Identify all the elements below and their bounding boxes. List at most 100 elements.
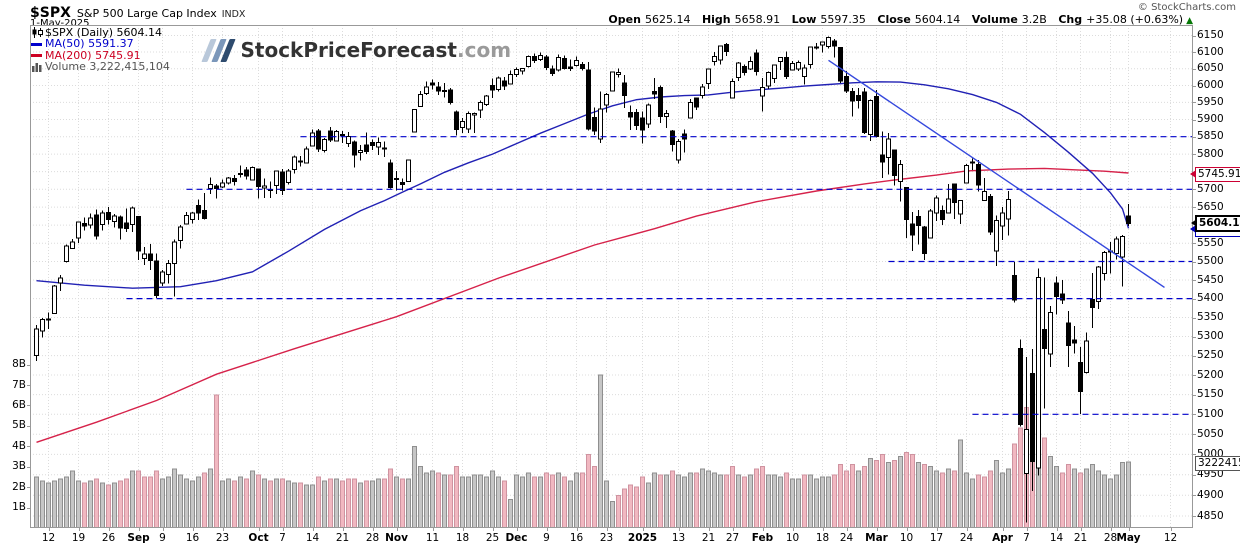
date-tick [432, 528, 434, 531]
low-label: Low [791, 13, 817, 26]
price-tick-label: 6150 [1197, 29, 1224, 41]
watermark: StockPriceForecast .com [201, 36, 512, 64]
date-tick-label: 27 [725, 532, 740, 544]
date-tick-label: 23 [215, 532, 230, 544]
price-tick [1193, 414, 1196, 416]
chg-up-icon: ▲ [1186, 16, 1193, 26]
date-tick [1026, 528, 1028, 531]
volume-tick [27, 385, 30, 386]
date-tick-label: Feb [751, 532, 774, 544]
date-tick-label: 16 [185, 532, 200, 544]
date-tick-label: May [1116, 532, 1141, 544]
date-tick [492, 528, 494, 531]
open-label: Open [608, 13, 641, 26]
low-value: 5597.35 [820, 13, 866, 26]
price-tick [1193, 474, 1196, 476]
volume-value: 3.2B [1021, 13, 1047, 26]
date-tick [162, 528, 164, 531]
price-tick-label: 5350 [1197, 311, 1224, 323]
ma200-price-tag: 5745.91 [1189, 166, 1240, 182]
legend-ma50-row: MA(50) 5591.37 [31, 38, 170, 50]
date-tick [192, 528, 194, 531]
copyright: © StockCharts.com [1137, 2, 1236, 13]
legend-symbol-text: $SPX (Daily) 5604.14 [45, 26, 163, 39]
date-tick [792, 528, 794, 531]
legend-ma200-text: MA(200) 5745.91 [45, 48, 141, 62]
price-tick-label: 5500 [1197, 255, 1224, 267]
date-tick [762, 528, 764, 531]
date-tick [732, 528, 734, 531]
price-tick [1193, 35, 1196, 37]
date-tick [1002, 528, 1004, 531]
index-name: S&P 500 Large Cap Index [76, 7, 217, 20]
date-tick-label: 28 [1103, 532, 1118, 544]
ma50-line-icon [31, 42, 45, 46]
watermark-suffix: .com [457, 38, 512, 62]
volume-label: Volume [971, 13, 1018, 26]
volume-tick [27, 507, 30, 509]
price-tick [1193, 434, 1196, 436]
date-tick-label: 26 [101, 532, 116, 544]
legend-volume-text: Volume 3,222,415,104 [45, 60, 170, 74]
volume-tick [27, 487, 30, 489]
date-tick [642, 528, 644, 531]
price-tick-label: 4850 [1197, 509, 1224, 522]
volume-tick-label: 7B [12, 378, 26, 391]
price-tick [1193, 261, 1196, 263]
date-tick [1128, 528, 1130, 531]
price-tick-label: 5400 [1197, 292, 1224, 305]
date-tick-label: 18 [815, 532, 830, 544]
price-tick-label: 5450 [1197, 273, 1224, 286]
date-tick [708, 528, 710, 531]
close-label: Close [877, 13, 911, 26]
date-tick [282, 528, 284, 531]
chart-date: 1-May-2025 [30, 18, 90, 29]
price-tick [1193, 375, 1196, 376]
date-tick-label: 9 [543, 532, 550, 544]
date-tick [876, 528, 878, 531]
price-tick [1193, 52, 1196, 53]
price-tick [1193, 207, 1196, 209]
date-tick-label: 13 [671, 532, 686, 544]
date-tick [1110, 528, 1112, 531]
date-tick [906, 528, 908, 531]
legend-symbol-row: $SPX (Daily) 5604.14 [31, 27, 170, 38]
date-tick-label: 14 [1049, 532, 1064, 544]
date-tick [222, 528, 224, 531]
date-tick [78, 528, 80, 531]
volume-tick [27, 466, 30, 468]
price-tick-label: 4900 [1197, 488, 1224, 501]
date-tick-label: 21 [701, 532, 716, 544]
price-tick [1193, 394, 1196, 396]
date-tick [516, 528, 518, 531]
date-tick [576, 528, 578, 531]
date-tick [48, 528, 50, 531]
chg-label: Chg [1058, 13, 1083, 26]
volume-tick-label: 5B [12, 419, 26, 432]
volume-bars-icon [31, 62, 45, 72]
date-tick [966, 528, 968, 531]
date-tick [396, 528, 398, 531]
volume-tick-label: 3B [12, 460, 26, 473]
price-tick-label: 5650 [1197, 200, 1224, 213]
date-tick [462, 528, 464, 531]
price-tick-label: 5800 [1197, 147, 1224, 160]
date-tick-label: 28 [365, 532, 380, 544]
volume-tick-label: 6B [12, 398, 26, 411]
date-tick-label: Sep [127, 532, 150, 544]
price-tick [1193, 280, 1196, 281]
price-tick [1193, 102, 1196, 104]
price-tick-label: 5700 [1197, 182, 1224, 195]
price-tick [1193, 119, 1196, 121]
date-tick-label: Oct [248, 532, 269, 544]
ma200-line [36, 167, 1129, 443]
date-tick [546, 528, 548, 531]
volume-tick-label: 8B [12, 358, 26, 371]
price-tick-label: 4950 [1197, 468, 1224, 481]
price-tick [1193, 68, 1196, 70]
date-tick [342, 528, 344, 531]
volume-tick-label: 2B [12, 480, 26, 493]
watermark-text: StockPriceForecast [240, 38, 458, 62]
price-tick-label: 5050 [1197, 427, 1224, 440]
